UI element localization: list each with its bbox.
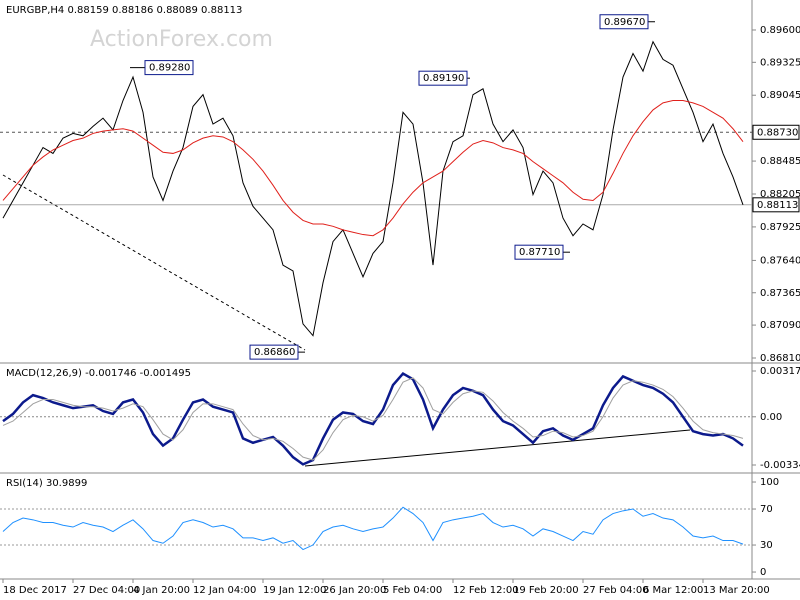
y-tick-label: 0.87640 <box>760 255 800 266</box>
y-tick-label: 100 <box>760 477 779 488</box>
series-line <box>2 40 744 337</box>
watermark: ActionForex.com <box>90 27 273 52</box>
y-tick-label: 0.89325 <box>760 57 800 68</box>
y-tick-label: 0.89045 <box>760 90 800 101</box>
x-tick-label: 26 Jan 20:00 <box>323 585 386 596</box>
price-label: 0.87710 <box>519 247 560 258</box>
y-tick-label: 0.87365 <box>760 288 800 299</box>
x-tick-label: 19 Jan 12:00 <box>263 585 326 596</box>
x-tick-label: 13 Mar 20:00 <box>703 585 770 596</box>
price-tag <box>752 124 800 140</box>
x-tick-label: 4 Jan 20:00 <box>133 585 190 596</box>
y-tick-label: 70 <box>760 504 773 515</box>
y-tick-label: 0.86810 <box>760 353 800 364</box>
indicator-title: RSI(14) 30.9899 <box>6 478 87 489</box>
price-label: 0.89190 <box>423 73 464 84</box>
y-tick-label: 0.003177 <box>760 366 800 377</box>
price-label-box <box>514 244 564 260</box>
y-tick-label: 30 <box>760 540 773 551</box>
y-tick-label: 0.88205 <box>760 189 800 200</box>
price-tag-label: 0.88113 <box>757 200 798 211</box>
x-tick-label: 12 Jan 04:00 <box>193 585 256 596</box>
price-label: 0.89670 <box>604 17 645 28</box>
indicator-title: MACD(12,26,9) -0.001746 -0.001495 <box>6 368 191 379</box>
price-label: 0.89280 <box>149 63 190 74</box>
y-tick-label: -0.003344 <box>760 460 800 471</box>
x-tick-label: 5 Feb 04:00 <box>383 585 442 596</box>
series-line <box>2 100 744 237</box>
series-line <box>2 377 744 461</box>
price-label-box <box>144 60 194 76</box>
chart-title: EURGBP,H4 0.88159 0.88186 0.88089 0.8811… <box>6 5 242 16</box>
x-tick-label: 12 Feb 12:00 <box>453 585 519 596</box>
trend-line <box>2 174 306 351</box>
x-tick-label: 27 Feb 04:00 <box>583 585 649 596</box>
price-tag-label: 0.88730 <box>757 127 798 138</box>
trend-line <box>304 429 691 467</box>
x-tick-label: 27 Dec 04:00 <box>73 585 140 596</box>
price-label-box <box>249 344 299 360</box>
price-label-box <box>599 14 649 30</box>
y-tick-label: 0 <box>760 567 766 578</box>
y-tick-label: 0.00 <box>760 412 782 423</box>
y-tick-label: 0.87925 <box>760 222 800 233</box>
price-label: 0.86860 <box>254 347 295 358</box>
x-tick-label: 6 Mar 12:00 <box>643 585 703 596</box>
x-tick-label: 19 Feb 20:00 <box>513 585 579 596</box>
y-tick-label: 0.87090 <box>760 320 800 331</box>
y-tick-label: 0.88485 <box>760 156 800 167</box>
x-tick-label: 18 Dec 2017 <box>3 585 67 596</box>
series-line <box>2 371 744 466</box>
price-tag <box>752 197 800 213</box>
series-line <box>2 506 744 551</box>
y-tick-label: 0.89600 <box>760 25 800 36</box>
price-label-box <box>418 70 468 86</box>
